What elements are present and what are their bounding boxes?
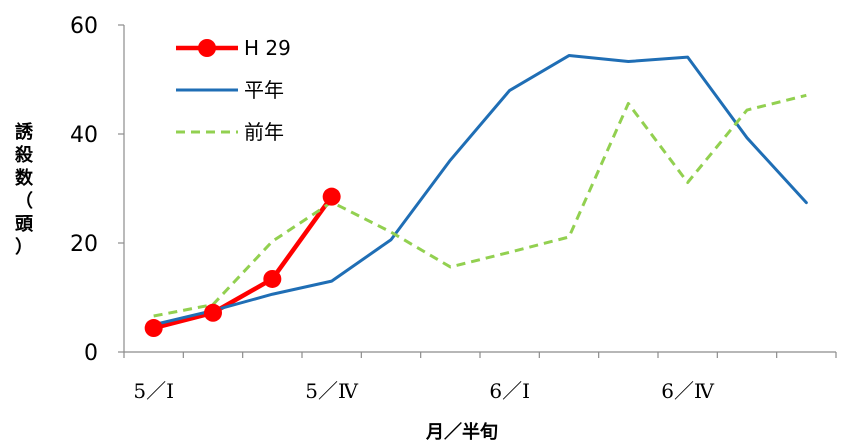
axes	[118, 24, 837, 358]
legend-label: H 29	[244, 36, 291, 60]
y-axis-title-char: ）	[15, 237, 33, 258]
x-tick-label: 6／Ⅰ	[489, 379, 530, 403]
series-line	[151, 194, 334, 331]
series-line	[152, 54, 808, 327]
y-tick-label: 20	[70, 232, 98, 257]
legend-label: 前年	[244, 120, 284, 144]
data-point	[204, 303, 222, 322]
series-layer	[144, 54, 808, 338]
y-axis-title-char: （	[15, 191, 33, 212]
x-axis-title: 月／半旬	[425, 421, 498, 443]
x-tick-label: 5／Ⅳ	[305, 379, 359, 403]
legend-label: 平年	[244, 78, 284, 102]
y-axis-title-char: 頭	[15, 214, 34, 235]
axis-labels: 0 20 40 60 5／Ⅰ 5／Ⅳ 6／Ⅰ 6／Ⅳ 月／半旬 誘殺数（頭）	[14, 14, 715, 443]
y-axis-title-char: 殺	[14, 144, 34, 166]
data-point	[263, 269, 282, 288]
legend-marker	[198, 39, 216, 57]
y-axis-title-char: 誘	[15, 121, 34, 143]
y-axis-title-char: 数	[15, 167, 34, 189]
series-line	[153, 93, 807, 318]
x-tick-label: 6／Ⅳ	[661, 379, 715, 403]
y-tick-label: 60	[70, 14, 98, 39]
data-point	[144, 319, 163, 338]
x-tick-label: 5／Ⅰ	[133, 379, 174, 403]
y-tick-label: 0	[84, 341, 98, 366]
y-tick-label: 40	[70, 123, 98, 148]
data-point	[322, 187, 341, 206]
